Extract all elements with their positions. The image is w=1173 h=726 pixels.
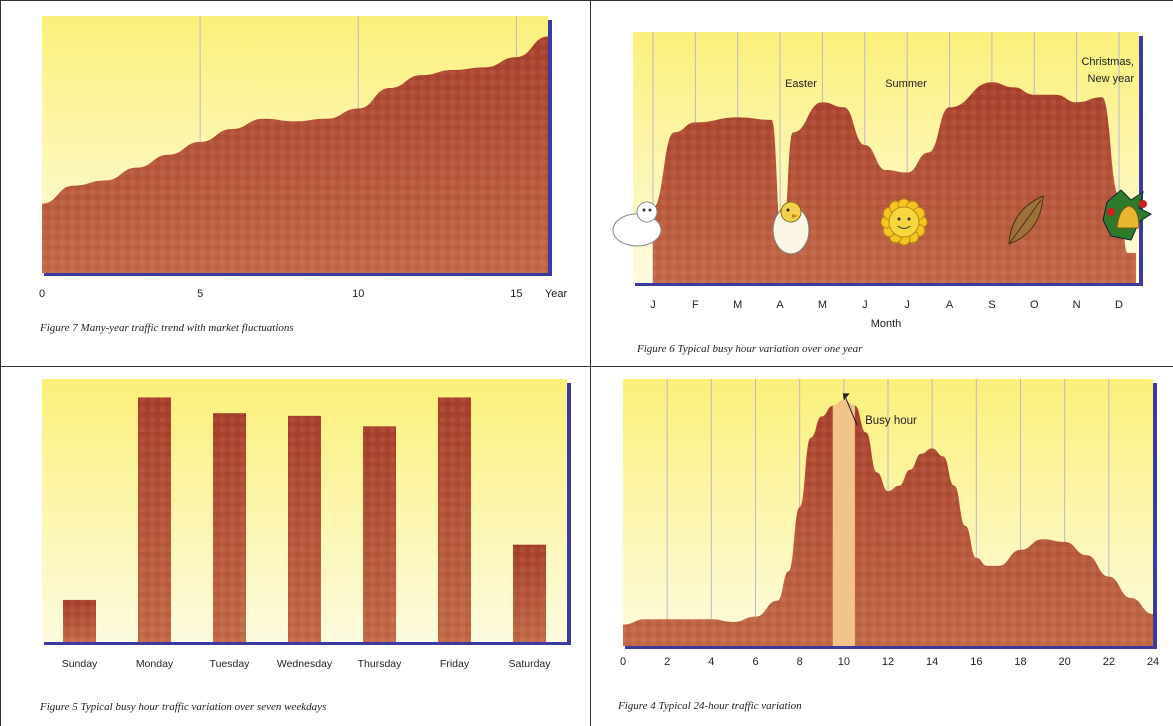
annotation-summer: Summer bbox=[885, 78, 927, 90]
annotation-christmas: Christmas, bbox=[1081, 56, 1134, 68]
month-tick-label: F bbox=[692, 299, 699, 311]
bar-texture bbox=[138, 397, 171, 642]
sun-icon bbox=[880, 198, 928, 246]
month-tick-label: S bbox=[988, 299, 995, 311]
seasonal-icons bbox=[612, 189, 1152, 255]
x-tick-label: 20 bbox=[1059, 656, 1071, 668]
x-tick-label: 16 bbox=[970, 656, 982, 668]
figure-7-chart: 0 5 10 15 Year bbox=[39, 16, 568, 300]
daily-traffic-texture bbox=[623, 400, 1153, 646]
x-tick-label: 22 bbox=[1103, 656, 1115, 668]
christmas-bell-icon bbox=[1102, 189, 1152, 241]
figure-6-chart: J F M A M J J A S O N D Month Easter Summer Christmas, N… bbox=[612, 32, 1152, 330]
figure-5-chart: Sunday Monday Tuesday Wednesday Thursday Frid… bbox=[42, 379, 571, 670]
bar-texture bbox=[288, 415, 321, 642]
figure-5-panel: Sunday Monday Tuesday Wednesday Thursday Frid… bbox=[0, 367, 590, 726]
x-tick-label: 15 bbox=[510, 288, 522, 300]
frame-shadow-right bbox=[548, 20, 552, 275]
busy-hour-arrowhead bbox=[842, 393, 850, 401]
month-tick-label: M bbox=[733, 299, 742, 311]
x-tick-label: Wednesday bbox=[277, 658, 333, 670]
x-tick-label: 4 bbox=[708, 656, 714, 668]
x-tick-label: 5 bbox=[197, 288, 203, 300]
x-tick-label: 10 bbox=[838, 656, 850, 668]
frame-shadow-right bbox=[567, 383, 571, 644]
frame-shadow-right bbox=[1139, 36, 1143, 285]
figure-6-panel: J F M A M J J A S O N D Month Easter Summer Christmas, N… bbox=[591, 0, 1173, 366]
month-tick-label: D bbox=[1115, 299, 1123, 311]
chick-in-egg-icon bbox=[772, 201, 810, 255]
x-tick-label: 12 bbox=[882, 656, 894, 668]
month-tick-label: A bbox=[776, 299, 784, 311]
horizontal-divider bbox=[0, 366, 1173, 367]
x-tick-label: Tuesday bbox=[210, 658, 251, 670]
bar-texture bbox=[63, 599, 96, 642]
x-tick-label: Friday bbox=[440, 658, 470, 670]
autumn-leaf-icon bbox=[1008, 195, 1044, 245]
x-tick-label: 14 bbox=[926, 656, 938, 668]
month-tick-label: A bbox=[946, 299, 954, 311]
x-axis-title: Year bbox=[545, 288, 568, 300]
x-tick-label: Thursday bbox=[358, 658, 403, 670]
x-axis-title: Month bbox=[871, 318, 902, 330]
bar-texture bbox=[213, 413, 246, 642]
x-tick-label: 0 bbox=[39, 288, 45, 300]
frame-shadow-right bbox=[1153, 383, 1157, 648]
snowman-icon bbox=[612, 201, 662, 247]
figure-7-caption: Figure 7 Many-year traffic trend with ma… bbox=[40, 322, 294, 334]
month-tick-label: O bbox=[1030, 299, 1039, 311]
annotation-easter: Easter bbox=[785, 78, 817, 90]
frame-shadow-bottom bbox=[635, 283, 1143, 286]
x-tick-label: Sunday bbox=[62, 658, 98, 670]
outer-border-top bbox=[0, 0, 1173, 1]
month-tick-label: J bbox=[650, 299, 656, 311]
x-tick-label: 0 bbox=[620, 656, 626, 668]
frame-shadow-bottom bbox=[44, 642, 571, 645]
busy-hour-label: Busy hour bbox=[865, 415, 917, 427]
bar-texture bbox=[363, 426, 396, 642]
x-tick-label: 6 bbox=[752, 656, 758, 668]
annotation-new-year: New year bbox=[1088, 73, 1135, 85]
bar-texture bbox=[513, 544, 546, 642]
month-tick-label: N bbox=[1073, 299, 1081, 311]
traffic-trend-texture bbox=[42, 36, 548, 274]
figure-4-panel: Busy hour 0 2 4 6 8 10 12 14 16 18 20 22 24 Figure 4 … bbox=[591, 367, 1173, 726]
bar-texture bbox=[438, 397, 471, 642]
figure-5-caption: Figure 5 Typical busy hour traffic varia… bbox=[40, 701, 327, 713]
x-tick-label: Saturday bbox=[508, 658, 551, 670]
busy-hour-pointer bbox=[845, 398, 858, 426]
x-tick-label: 24 bbox=[1147, 656, 1159, 668]
x-tick-label: 18 bbox=[1014, 656, 1026, 668]
month-tick-label: J bbox=[862, 299, 868, 311]
x-tick-label: Monday bbox=[136, 658, 174, 670]
figure-6-caption: Figure 6 Typical busy hour variation ove… bbox=[637, 343, 863, 355]
month-tick-label: M bbox=[818, 299, 827, 311]
outer-border-left bbox=[0, 0, 1, 726]
figure-7-panel: 0 5 10 15 Year Figure 7 Many-year traffic tr… bbox=[0, 0, 590, 366]
x-tick-label: 8 bbox=[797, 656, 803, 668]
frame-shadow-bottom bbox=[44, 273, 552, 276]
frame-shadow-bottom bbox=[625, 646, 1157, 649]
vertical-divider bbox=[590, 0, 591, 726]
x-tick-label: 10 bbox=[352, 288, 364, 300]
month-tick-label: J bbox=[904, 299, 910, 311]
x-tick-label: 2 bbox=[664, 656, 670, 668]
figure-4-caption: Figure 4 Typical 24-hour traffic variati… bbox=[618, 700, 802, 712]
busy-hour-band bbox=[832, 400, 855, 646]
